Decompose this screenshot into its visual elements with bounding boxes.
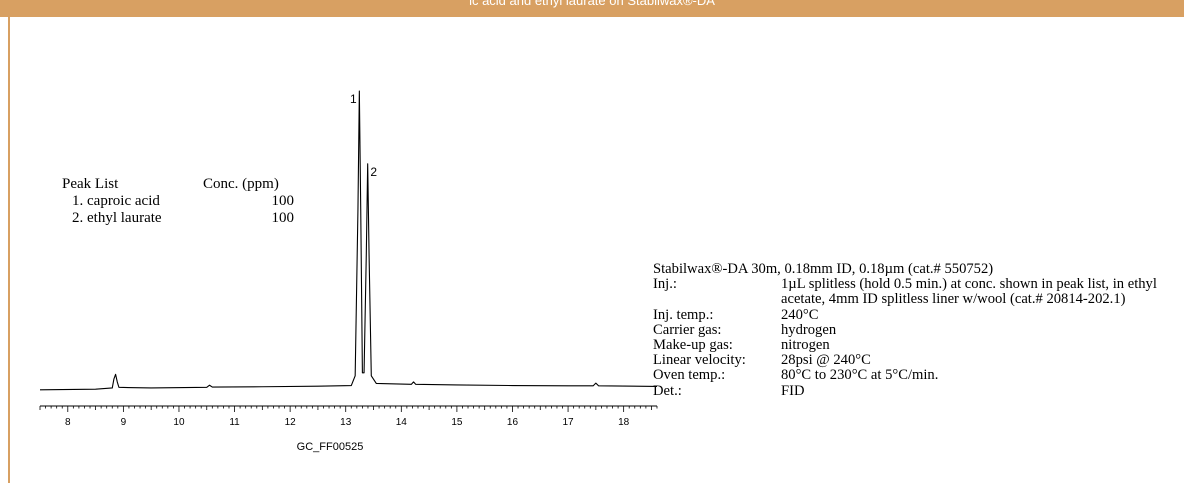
x-tick-label: 12 [285, 417, 297, 428]
condition-value: 1µL splitless (hold 0.5 min.) at conc. s… [781, 276, 1157, 308]
peak-list-item: 1. caproic acid 100 [62, 193, 294, 210]
x-tick-label: 16 [507, 417, 519, 428]
chromatogram-code: GC_FF00525 [297, 441, 364, 453]
x-tick-label: 10 [173, 417, 185, 428]
peak-name: 1. caproic acid [72, 193, 160, 209]
condition-label: Linear velocity: [653, 352, 746, 369]
header-title: ic acid and ethyl laurate on Stabilwax®-… [469, 0, 715, 8]
trace-layer [39, 90, 658, 391]
condition-value: FID [781, 382, 805, 399]
x-tick-label: 9 [121, 417, 127, 428]
x-axis: 8 9 10 11 12 13 14 15 16 17 18 [39, 405, 658, 428]
peak-list-title: Peak List [62, 176, 119, 192]
left-rule [8, 17, 10, 483]
peak-conc: 100 [271, 210, 295, 226]
x-tick-label: 13 [340, 417, 352, 428]
analytical-conditions: Stabilwax®-DA 30m, 0.18mm ID, 0.18µm (ca… [653, 261, 1161, 399]
x-tick-label: 18 [618, 417, 630, 428]
condition-label: Inj.: [653, 276, 677, 293]
condition-label: Carrier gas: [653, 321, 722, 338]
peak-labels: 12 [350, 92, 377, 179]
x-tick-label: 8 [65, 417, 71, 428]
condition-value: nitrogen [781, 337, 830, 354]
peak-list-item: 2. ethyl laurate 100 [62, 210, 294, 227]
condition-label: Inj. temp.: [653, 306, 714, 323]
x-tick-label: 15 [451, 417, 463, 428]
condition-row: Oven temp.: 80°C to 230°C at 5°C/min. [653, 368, 1161, 383]
x-tick-label: 14 [396, 417, 408, 428]
condition-value: 240°C [781, 306, 819, 323]
peak-label: 2 [370, 165, 377, 179]
condition-label: Oven temp.: [653, 367, 726, 384]
column-spec: Stabilwax®-DA 30m, 0.18mm ID, 0.18µm (ca… [653, 261, 994, 277]
peak-conc: 100 [271, 193, 295, 209]
peak-list: Peak List Conc. (ppm) 1. caproic acid 10… [62, 176, 294, 227]
x-tick-label: 17 [563, 417, 575, 428]
peak-list-header: Peak List Conc. (ppm) [62, 176, 294, 193]
condition-row: Make-up gas: nitrogen [653, 337, 1161, 354]
condition-value: 28psi @ 240°C [781, 352, 871, 369]
chromatogram: 8 9 10 11 12 13 14 15 16 17 18 12 GC_FF00525 [39, 90, 658, 453]
peak-list-conc-header: Conc. (ppm) [203, 176, 279, 192]
condition-row: Linear velocity: 28psi @ 240°C [653, 353, 1161, 368]
peak-label: 1 [350, 92, 357, 106]
condition-value: hydrogen [781, 321, 837, 338]
x-tick-label: 11 [229, 417, 240, 428]
condition-row: Det.: FID [653, 382, 1161, 399]
condition-label: Make-up gas: [653, 337, 733, 354]
chromatogram-trace [39, 90, 658, 391]
condition-label: Det.: [653, 382, 682, 399]
condition-row: Carrier gas: hydrogen [653, 321, 1161, 338]
header-bar: ic acid and ethyl laurate on Stabilwax®-… [0, 0, 1184, 17]
peak-name: 2. ethyl laurate [72, 210, 162, 226]
condition-row: Inj. temp.: 240°C [653, 306, 1161, 323]
condition-row: Inj.: 1µL splitless (hold 0.5 min.) at c… [653, 276, 1161, 308]
condition-value: 80°C to 230°C at 5°C/min. [781, 367, 939, 384]
